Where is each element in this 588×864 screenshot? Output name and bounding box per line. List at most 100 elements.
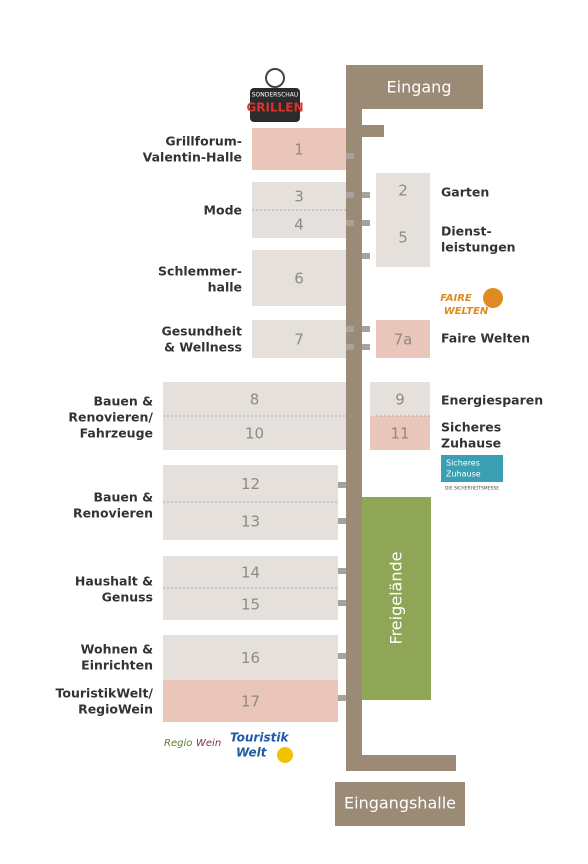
hall bbox=[252, 182, 346, 210]
hall-number: 7 bbox=[294, 331, 304, 349]
entrance-hall-box bbox=[335, 782, 465, 826]
connector bbox=[338, 518, 346, 524]
hall-label: Grillforum- bbox=[165, 134, 242, 149]
hall-label: leistungen bbox=[441, 240, 516, 255]
hall bbox=[163, 635, 338, 680]
connector bbox=[346, 326, 354, 332]
connector bbox=[338, 482, 346, 488]
logo-text: GRILLEN bbox=[246, 101, 303, 115]
connector bbox=[362, 192, 370, 198]
logo-regio-wein: Regio Wein bbox=[164, 738, 221, 749]
hall-label: Faire Welten bbox=[441, 331, 530, 346]
connector bbox=[346, 344, 354, 350]
connector bbox=[346, 220, 354, 226]
hall-label: Haushalt & bbox=[75, 574, 153, 589]
hall-label: Schlemmer- bbox=[158, 264, 242, 279]
connector bbox=[338, 695, 346, 701]
connector bbox=[338, 653, 346, 659]
hall bbox=[376, 320, 430, 358]
hall-label: Einrichten bbox=[81, 658, 153, 673]
logo-text: DIE SICHERHEITSMESSE bbox=[445, 486, 499, 492]
hall-label: Bauen & bbox=[94, 394, 154, 409]
hall-label: halle bbox=[208, 280, 242, 295]
hall-label: Renovieren bbox=[73, 506, 153, 521]
hall-label: TouristikWelt/ bbox=[56, 686, 154, 701]
hall-label: Bauen & bbox=[94, 490, 154, 505]
hall bbox=[252, 250, 346, 306]
connector bbox=[338, 600, 346, 606]
logo-text: WELTEN bbox=[444, 306, 489, 317]
hall bbox=[376, 173, 430, 207]
logo-text: Wein bbox=[196, 738, 221, 749]
hall-number: 13 bbox=[241, 513, 260, 531]
outdoor-area bbox=[362, 497, 431, 700]
hall-label: Wohnen & bbox=[81, 642, 153, 657]
hall-label: Genuss bbox=[102, 590, 153, 605]
logo-text: Zuhause bbox=[446, 470, 481, 479]
connector bbox=[362, 326, 370, 332]
hall-number: 9 bbox=[395, 391, 405, 409]
hall-number: 2 bbox=[398, 182, 408, 200]
hall bbox=[163, 382, 346, 416]
hall-number: 12 bbox=[241, 475, 260, 493]
hall-number: 3 bbox=[294, 188, 304, 206]
logo-grillen: SONDERSCHAU GRILLEN bbox=[246, 68, 304, 122]
hall bbox=[163, 588, 338, 620]
hall bbox=[163, 680, 338, 722]
hall-number: 6 bbox=[294, 270, 304, 288]
hall bbox=[163, 556, 338, 588]
hall bbox=[370, 382, 430, 416]
connector bbox=[338, 568, 346, 574]
hall-number: 4 bbox=[294, 216, 304, 234]
entrance-hall-label: Eingangshalle bbox=[344, 794, 456, 813]
hall-number: 7a bbox=[394, 331, 413, 349]
hall-label: RegioWein bbox=[78, 702, 153, 717]
hall-number: 16 bbox=[241, 649, 260, 667]
corridor bbox=[346, 65, 456, 771]
hall-number: 5 bbox=[398, 229, 408, 247]
labels: Grillforum-Valentin-Halle Mode Schlemmer-h… bbox=[56, 134, 544, 717]
hall-label: Mode bbox=[204, 203, 242, 218]
hall bbox=[252, 320, 346, 358]
hall-label: Dienst- bbox=[441, 224, 492, 239]
hall-number: 1 bbox=[294, 141, 304, 159]
hall bbox=[163, 465, 338, 502]
hall bbox=[252, 210, 346, 238]
hall-label: & Wellness bbox=[164, 340, 242, 355]
hall-label: Sicheres bbox=[441, 420, 501, 435]
logo-text: Regio bbox=[164, 738, 192, 749]
hall-number: 11 bbox=[390, 425, 409, 443]
logo-text: Sicheres bbox=[446, 459, 480, 468]
hall bbox=[163, 416, 346, 450]
hall bbox=[163, 502, 338, 540]
hall-label: Zuhause bbox=[441, 436, 501, 451]
hall-label: Energiesparen bbox=[441, 393, 543, 408]
hall-number: 10 bbox=[245, 425, 264, 443]
hall-number: 15 bbox=[241, 596, 260, 614]
connector bbox=[346, 153, 354, 159]
logo-sicheres-zuhause: Sicheres Zuhause DIE SICHERHEITSMESSE bbox=[441, 455, 503, 492]
connector bbox=[362, 344, 370, 350]
hall-label: Valentin-Halle bbox=[143, 150, 242, 165]
connector bbox=[346, 192, 354, 198]
hall bbox=[370, 416, 430, 450]
logo-faire-welten: FAIRE WELTEN bbox=[440, 288, 503, 317]
hall-label: Fahrzeuge bbox=[80, 426, 153, 441]
hall bbox=[252, 128, 346, 170]
entrance-label: Eingang bbox=[387, 78, 452, 97]
hall-label: Renovieren/ bbox=[68, 410, 153, 425]
logo-text: FAIRE bbox=[440, 293, 472, 304]
hall-label: Garten bbox=[441, 185, 489, 200]
logo-text: Touristik bbox=[230, 731, 289, 745]
logo-text: Welt bbox=[236, 746, 268, 760]
connector bbox=[362, 253, 370, 259]
hall-label: Gesundheit bbox=[161, 324, 242, 339]
entrance-box bbox=[355, 65, 483, 109]
hall-number: 8 bbox=[250, 391, 260, 409]
connector bbox=[362, 220, 370, 226]
logo-text: SONDERSCHAU bbox=[252, 92, 299, 99]
hall-number: 17 bbox=[241, 693, 260, 711]
hall bbox=[376, 207, 430, 267]
